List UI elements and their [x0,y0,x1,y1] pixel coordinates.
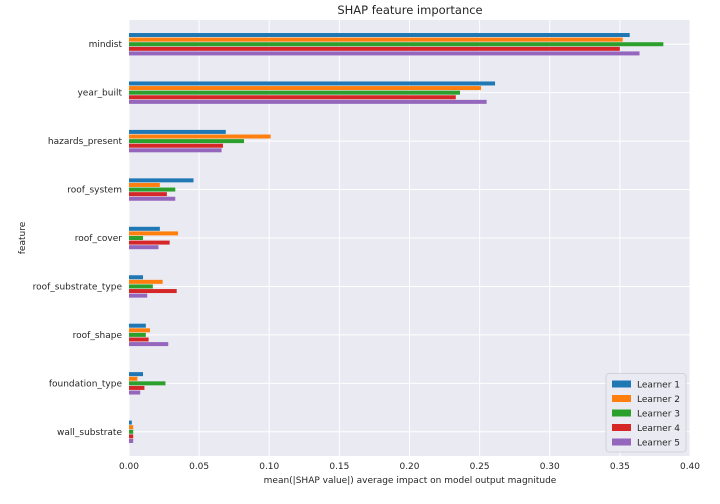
legend [605,373,687,453]
bar [129,226,160,231]
legend-label: Learner 5 [637,439,680,449]
x-tick-label: 0.25 [470,462,490,472]
x-axis-label: mean(|SHAP value|) average impact on mod… [264,476,557,486]
bar [129,81,496,86]
bar [129,148,222,153]
y-tick-label: roof_cover [75,234,123,244]
bar [129,86,482,91]
x-tick-label: 0.05 [189,462,209,472]
y-tick-label: roof_shape [73,331,123,341]
bar [129,429,134,434]
y-tick-label: foundation_type [49,379,123,389]
y-axis-label: feature [18,221,28,254]
y-tick-label: wall_substrate [57,428,122,438]
bar [129,42,664,47]
bar [129,420,132,425]
bar [129,279,163,284]
bar [129,438,134,443]
legend-label: Learner 4 [637,424,680,434]
bar [129,289,177,294]
y-tick-label: hazards_present [48,137,123,147]
bar [129,95,456,100]
bar [129,284,153,289]
bar [129,182,160,187]
x-tick-label: 0.35 [610,462,630,472]
x-tick-label: 0.00 [119,462,139,472]
bar [129,240,170,245]
bar [129,376,138,381]
bar [129,46,620,51]
bar [129,328,151,333]
x-tick-label: 0.10 [259,462,279,472]
bar [129,178,194,183]
bar [129,425,134,430]
bar [129,434,134,439]
bar [129,372,144,377]
legend-swatch [612,380,631,388]
bar [129,33,630,38]
bar [129,196,176,201]
y-tick-label: mindist [89,40,123,50]
legend-swatch [612,424,631,431]
legend-label: Learner 2 [637,395,680,405]
bar [129,99,487,104]
bar [129,192,167,197]
y-tick-label: roof_substrate_type [33,282,123,292]
bar [129,385,145,390]
bar [129,245,159,250]
y-tick-label: year_built [77,89,122,99]
bar [129,275,144,280]
bar [129,134,271,139]
legend-swatch [612,438,631,446]
bar [129,51,640,56]
bar [129,293,148,298]
bar [129,337,149,342]
legend-swatch [612,409,631,417]
bar [129,187,176,192]
bar [129,323,146,328]
bar [129,381,166,386]
bar [129,129,226,134]
bar [129,236,144,240]
x-tick-label: 0.20 [399,462,419,472]
x-tick-label: 0.30 [540,462,560,472]
y-tick-label: roof_system [67,186,122,196]
bar [129,90,460,95]
bar [129,231,179,236]
legend-label: Learner 1 [637,381,680,391]
chart-title: SHAP feature importance [337,3,482,17]
bar [129,143,223,148]
bar [129,139,245,144]
bar [129,390,141,395]
bar [129,37,623,42]
x-tick-label: 0.40 [680,462,700,472]
legend-label: Learner 3 [637,410,680,420]
legend-swatch [612,395,631,402]
bar [129,332,146,337]
x-tick-label: 0.15 [329,462,349,472]
bar [129,342,169,347]
